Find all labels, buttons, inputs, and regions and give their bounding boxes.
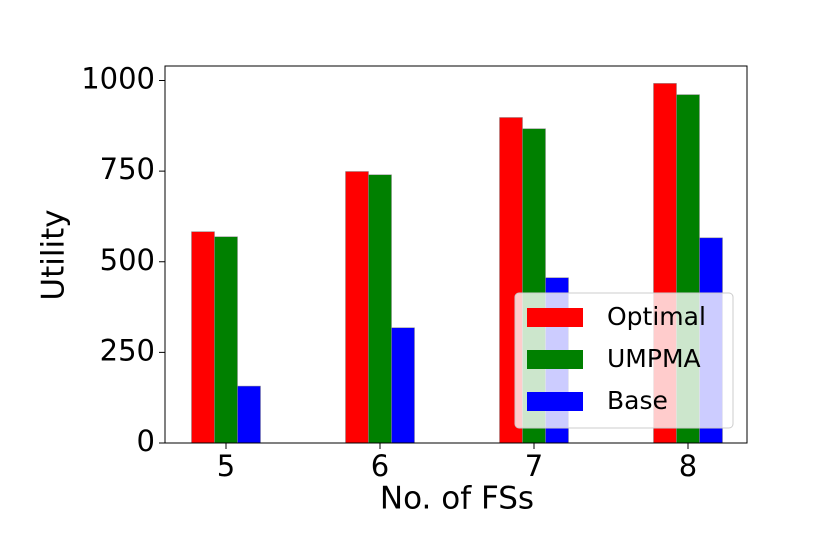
x-tick-label: 8 [679,449,697,483]
bar [368,174,392,444]
y-tick-label: 250 [100,333,155,367]
legend-label: UMPMA [607,344,701,373]
bar [391,327,415,444]
bar [214,236,238,444]
plot-frame [164,65,748,444]
legend-swatch [527,392,583,411]
legend-label: Base [607,386,668,415]
y-axis-label: Utility [36,209,72,300]
x-tick-label: 6 [371,449,389,483]
y-tick-label: 0 [137,424,155,458]
x-tick-label: 7 [525,449,543,483]
x-tick-label: 5 [217,449,235,483]
bar [237,385,261,444]
y-tick-label: 1000 [81,62,155,96]
legend-swatch [527,350,583,369]
x-axis-label: No. of FSs [380,481,534,517]
legend-label: Optimal [607,302,706,331]
legend-swatch [527,308,583,327]
y-tick-label: 750 [100,152,155,186]
bar [191,231,215,444]
bar [345,171,369,444]
y-tick-label: 500 [100,243,155,277]
